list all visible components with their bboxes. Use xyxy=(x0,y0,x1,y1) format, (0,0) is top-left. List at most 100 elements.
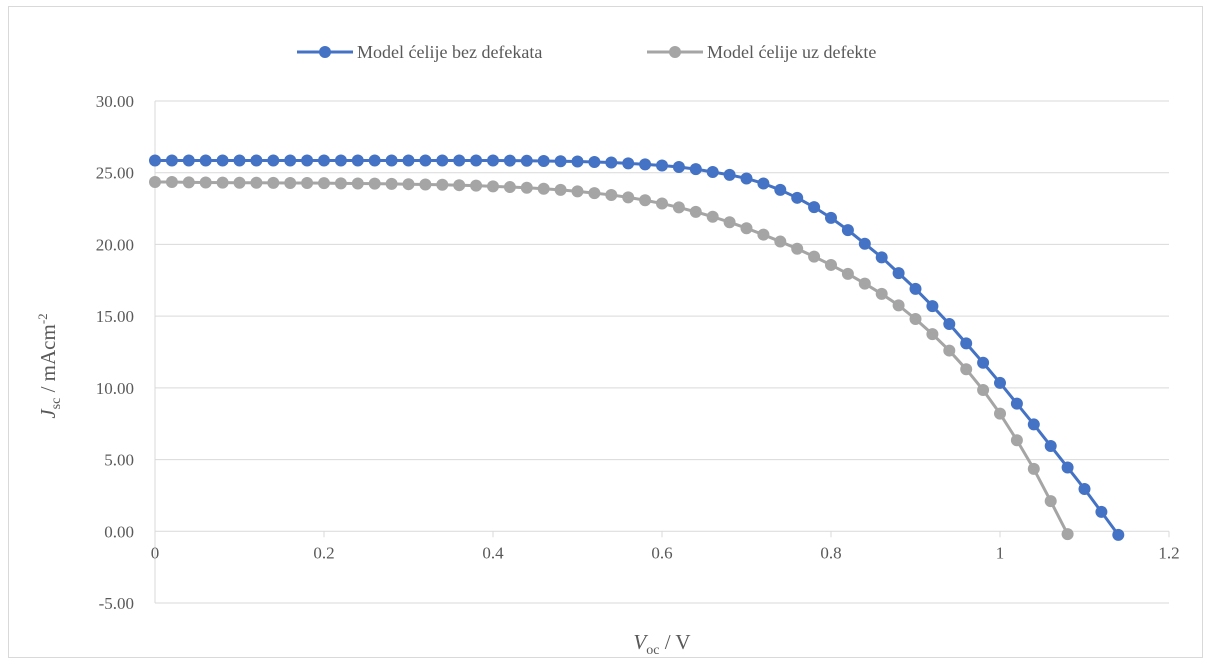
data-point xyxy=(419,178,432,191)
data-point xyxy=(622,157,635,170)
data-point xyxy=(740,222,753,235)
x-tick-label: 0 xyxy=(151,543,160,562)
data-point xyxy=(436,178,449,191)
data-point xyxy=(284,154,297,167)
legend-label: Model ćelije bez defekata xyxy=(357,42,542,62)
data-point xyxy=(182,154,195,167)
data-point xyxy=(250,176,263,189)
data-point xyxy=(757,228,770,241)
x-tick-label: 0.6 xyxy=(651,543,672,562)
data-point xyxy=(334,154,347,167)
data-point xyxy=(858,277,871,290)
data-point xyxy=(825,211,837,224)
data-point xyxy=(318,154,330,167)
y-tick-label: 10.00 xyxy=(96,379,134,398)
data-point xyxy=(554,155,567,168)
data-point xyxy=(774,235,787,248)
y-tick-label: 30.00 xyxy=(96,92,134,111)
data-point xyxy=(351,177,364,190)
data-point xyxy=(656,159,668,172)
data-point xyxy=(1027,418,1040,431)
data-point xyxy=(689,205,702,218)
data-point xyxy=(267,154,280,167)
data-point xyxy=(656,197,668,210)
data-point xyxy=(301,154,314,167)
data-point xyxy=(571,155,584,168)
x-tick-label: 0.2 xyxy=(313,543,334,562)
legend-item-2: Model ćelije uz defekte xyxy=(647,42,876,62)
data-point xyxy=(216,154,229,167)
data-point xyxy=(318,177,330,190)
data-point xyxy=(723,168,736,181)
data-point xyxy=(385,154,398,167)
y-tick-label: 5.00 xyxy=(104,451,134,470)
gridlines xyxy=(155,100,1169,604)
data-point xyxy=(808,250,821,263)
x-tick-label: 1.2 xyxy=(1158,543,1179,562)
iv-curve-chart: -5.00 0.00 5.00 10.00 15.00 20.00 25.00 30.00 0 0… xyxy=(35,42,1180,658)
data-point xyxy=(487,180,499,193)
data-point xyxy=(216,176,229,189)
data-point xyxy=(858,237,871,250)
data-point xyxy=(808,201,821,214)
legend: Model ćelije bez defekata Model ćelije uz… xyxy=(297,42,876,62)
data-point xyxy=(165,154,178,167)
legend-swatch-marker xyxy=(319,46,331,58)
data-point xyxy=(841,224,854,237)
data-point xyxy=(588,155,601,168)
y-tick-label: -5.00 xyxy=(99,594,134,613)
data-point xyxy=(199,176,212,189)
data-point xyxy=(774,183,787,196)
data-point xyxy=(1010,397,1023,410)
data-point xyxy=(605,188,618,201)
data-point xyxy=(267,176,280,189)
y-axis-title: Jsc / mAcm-2 xyxy=(35,313,64,418)
data-point xyxy=(977,384,990,397)
data-point xyxy=(149,154,161,167)
series-line-2 xyxy=(155,180,1069,535)
data-point xyxy=(334,177,347,190)
data-point xyxy=(250,154,263,167)
x-tick-label: 0.4 xyxy=(482,543,504,562)
data-point xyxy=(977,356,990,369)
y-tick-label: 25.00 xyxy=(96,164,134,183)
data-point xyxy=(402,178,415,191)
data-point xyxy=(892,299,905,312)
data-point xyxy=(926,328,939,341)
y-axis-subscript: sc xyxy=(49,398,64,410)
data-point xyxy=(841,267,854,280)
data-point xyxy=(537,154,550,167)
data-point xyxy=(875,287,888,300)
y-tick-label: 20.00 xyxy=(96,235,134,254)
data-point xyxy=(672,160,685,173)
data-point xyxy=(520,154,533,167)
data-point xyxy=(994,376,1006,389)
data-point xyxy=(284,177,297,190)
x-tick-label: 0.8 xyxy=(820,543,841,562)
data-point xyxy=(351,154,364,167)
data-point xyxy=(571,185,584,198)
data-point xyxy=(740,172,753,185)
data-point xyxy=(470,179,483,192)
data-point xyxy=(165,176,178,189)
data-point xyxy=(1010,434,1023,447)
data-point xyxy=(1112,528,1125,541)
data-point xyxy=(385,177,398,190)
series-line-1 xyxy=(155,159,1120,536)
data-point xyxy=(537,182,550,195)
data-point xyxy=(419,154,432,167)
data-point xyxy=(1044,495,1057,508)
data-point xyxy=(199,154,212,167)
data-point xyxy=(182,176,195,189)
data-point xyxy=(1078,482,1091,495)
data-point xyxy=(791,242,804,255)
data-point xyxy=(503,181,516,194)
x-tick-label: 1 xyxy=(996,543,1005,562)
x-axis-symbol: V xyxy=(633,630,648,654)
data-point xyxy=(301,177,314,190)
data-point xyxy=(960,363,973,376)
data-point xyxy=(1044,439,1057,452)
data-point xyxy=(1061,461,1074,474)
data-point xyxy=(520,181,533,194)
x-axis-title: Voc / V xyxy=(633,630,690,658)
